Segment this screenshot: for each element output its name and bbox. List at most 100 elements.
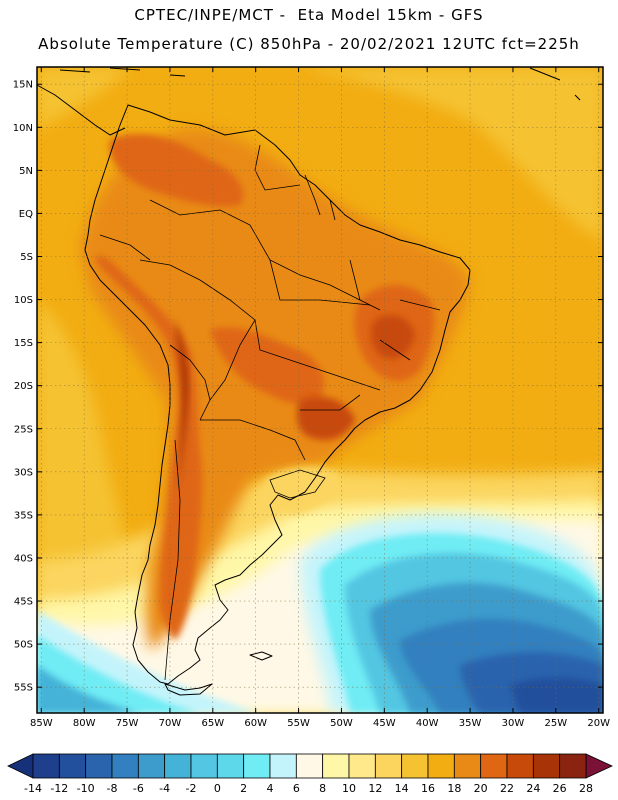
border-5 [169, 344, 211, 401]
latitude-axis: 15N 10N 5N EQ 5S 10S 15S 20S 25S 30S 35S 40S 45S 50S 5… [13, 80, 603, 694]
field-plata-cool [264, 466, 340, 515]
colorbar-swatch [216, 753, 245, 779]
colorbar-label: 22 [500, 782, 514, 795]
colorbar-swatch [322, 753, 350, 779]
colorbar-swatch [190, 753, 218, 779]
border-6 [304, 174, 336, 221]
colorbar-swatch [480, 753, 508, 779]
caribbean-islands [59, 67, 581, 101]
lat-label: EQ [19, 209, 33, 220]
lat-label: 40S [14, 553, 33, 564]
chart-title-line-1: CPTEC/INPE/MCT - Eta Model 15km - GFS [134, 6, 484, 24]
brazil-states [269, 259, 441, 411]
colorbar-label: 16 [421, 782, 435, 795]
field-south-brazil-heat [296, 396, 355, 440]
lat-label: 20S [14, 381, 33, 392]
colorbar-label: 24 [526, 782, 540, 795]
colorbar-swatch [559, 753, 587, 779]
lon-label: 35W [459, 718, 482, 729]
colorbar-label: 4 [267, 782, 274, 795]
colorbar-swatch [401, 753, 429, 779]
colorbar-swatch [374, 753, 403, 779]
colorbar-label: -12 [50, 782, 68, 795]
lon-label: 60W [244, 718, 267, 729]
lon-label: 80W [73, 718, 96, 729]
border-3 [199, 319, 256, 421]
colorbar-label: -6 [133, 782, 144, 795]
longitude-axis: 85W 80W 75W 70W 65W 60W 55W 50W 45W 40W 35W 30W 25W 2… [30, 67, 610, 729]
colorbar-label: 8 [319, 782, 326, 795]
lat-label: 10S [14, 295, 33, 306]
colorbar-label: 12 [368, 782, 382, 795]
lat-label: 5S [20, 252, 33, 263]
border-9 [164, 439, 181, 681]
lon-label: 75W [116, 718, 139, 729]
colorbar-swatch [164, 753, 192, 779]
lon-label: 20W [587, 718, 610, 729]
lat-label: 5N [19, 166, 33, 177]
colorbar-left-arrow [7, 753, 34, 779]
colorbar-label: -8 [107, 782, 118, 795]
lon-label: 70W [159, 718, 182, 729]
colorbar-label: 2 [240, 782, 247, 795]
colorbar-label: 10 [342, 782, 356, 795]
lon-label: 65W [201, 718, 224, 729]
border-7 [254, 144, 301, 191]
colorbar-label: -14 [24, 782, 42, 795]
central-america-coast [36, 84, 126, 136]
field-central-heat [210, 327, 324, 405]
lon-label: 25W [545, 718, 568, 729]
field-north-pacific [37, 67, 130, 130]
south-america-coastline [84, 104, 471, 685]
field-andes-core [175, 320, 189, 490]
lon-label: 45W [373, 718, 396, 729]
colorbar-swatch [111, 753, 139, 779]
lon-label: 40W [416, 718, 439, 729]
lat-label: 15N [13, 80, 33, 91]
lon-label: 85W [30, 718, 53, 729]
colorbar-label: 18 [447, 782, 461, 795]
colorbar-swatch [269, 753, 297, 779]
colorbar-swatch [58, 753, 87, 779]
colorbar-swatch [295, 753, 324, 779]
lat-label: 35S [14, 510, 33, 521]
field-andes-heat [95, 255, 203, 640]
field-cold-pool-7 [510, 677, 603, 713]
border-2 [139, 259, 321, 371]
tierra-del-fuego [164, 683, 213, 696]
lat-label: 10N [13, 123, 33, 134]
plot-frame [36, 66, 604, 714]
colorbar-swatch [453, 753, 482, 779]
lat-label: 45S [14, 597, 33, 608]
colorbar-label: 14 [395, 782, 409, 795]
colorbar-swatch [506, 753, 534, 779]
colorbar-swatch [427, 753, 455, 779]
lat-label: 50S [14, 640, 33, 651]
colorbar-label: -4 [159, 782, 170, 795]
colorbar-right-arrow [585, 753, 613, 779]
border-4 [200, 419, 306, 461]
lat-label: 55S [14, 683, 33, 694]
lon-label: 50W [330, 718, 353, 729]
lat-label: 25S [14, 424, 33, 435]
field-east-brazil-core [370, 315, 415, 359]
colorbar-label: 28 [579, 782, 593, 795]
field-southern-ocean-3 [37, 665, 140, 713]
field-pacific-band [37, 300, 130, 610]
colorbar-swatch [137, 753, 166, 779]
uruguay [269, 469, 326, 499]
colorbar-label: 0 [214, 782, 221, 795]
colorbar-swatch [85, 753, 113, 779]
colorbar-label: 6 [293, 782, 300, 795]
lat-label: 15S [14, 338, 33, 349]
coastlines [36, 67, 581, 696]
colorbar-swatch [32, 753, 60, 779]
colorbar-label: 20 [474, 782, 488, 795]
colorbar-label: -2 [186, 782, 197, 795]
chart-title-line-2: Absolute Temperature (C) 850hPa - 20/02/… [38, 35, 580, 53]
border-8 [99, 234, 151, 261]
field-north-heat [109, 133, 244, 207]
colorbar-swatch [532, 753, 561, 779]
country-borders [99, 144, 441, 681]
